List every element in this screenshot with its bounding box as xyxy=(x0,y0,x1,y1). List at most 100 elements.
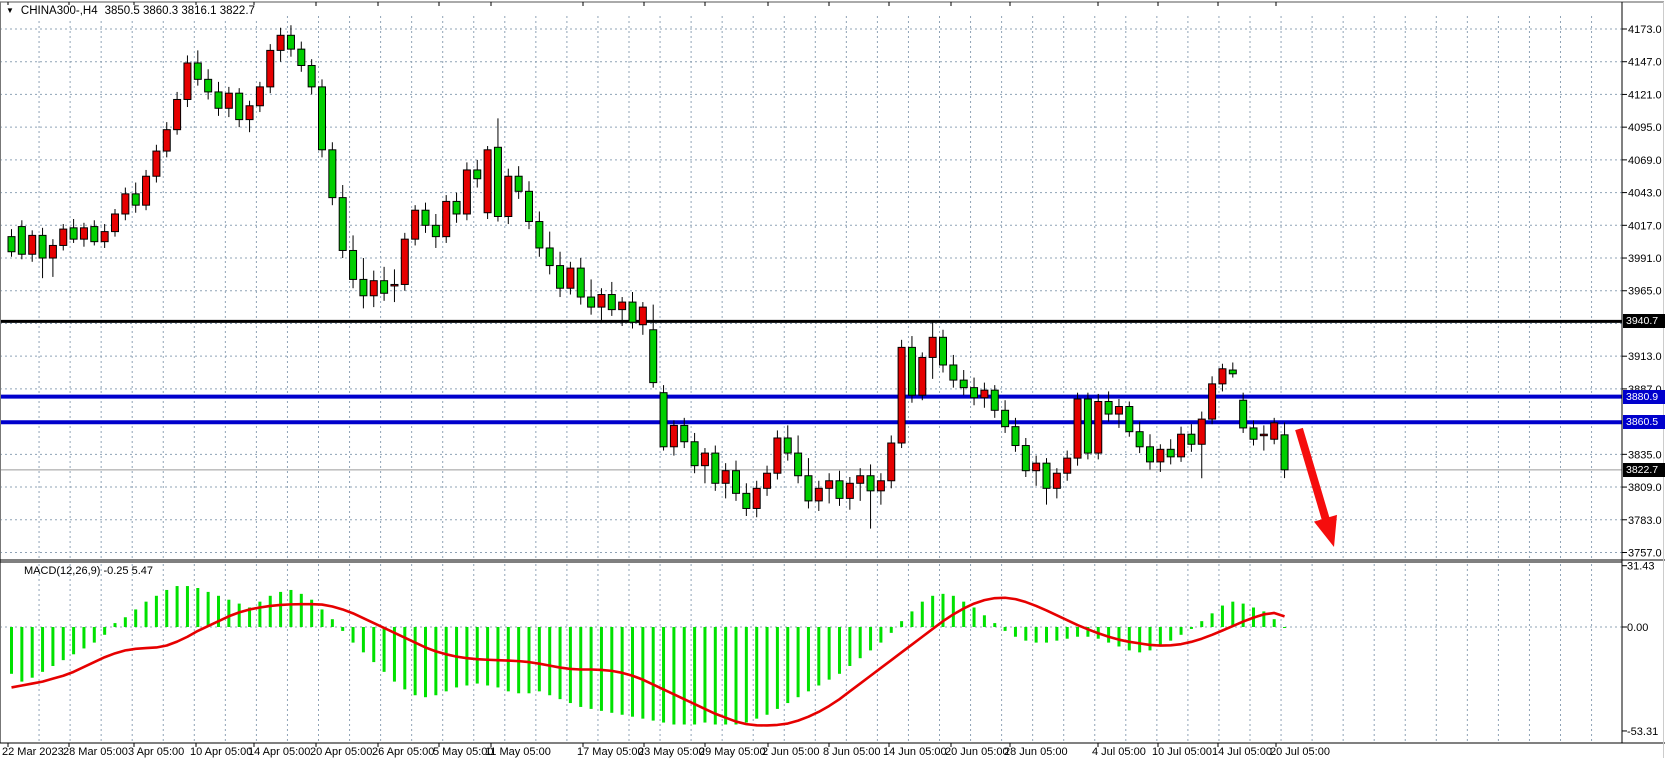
collapse-indicator-icon[interactable]: ▼ xyxy=(6,6,14,15)
macd-bar xyxy=(1169,627,1173,641)
candle-up xyxy=(162,129,171,152)
macd-bar xyxy=(920,601,924,627)
candle-down xyxy=(1001,409,1010,428)
macd-bar xyxy=(982,615,986,627)
time-tick-label: 5 May 05:00 xyxy=(433,746,494,758)
price-tick-label: 3809.0 xyxy=(1628,482,1662,494)
down-arrow-annotation[interactable] xyxy=(1295,427,1337,547)
time-tick-label: 28 Mar 05:00 xyxy=(63,746,128,758)
candle-up xyxy=(266,49,275,88)
candle-down xyxy=(556,265,565,289)
macd-bar xyxy=(279,591,283,627)
macd-bar xyxy=(248,607,252,627)
time-tick-label: 29 May 05:00 xyxy=(699,746,766,758)
candle-down xyxy=(649,329,658,384)
macd-bar xyxy=(1179,627,1183,635)
symbol-period-label: CHINA300-,H4 xyxy=(20,5,98,17)
macd-bar xyxy=(372,627,376,663)
macd-bar xyxy=(144,601,148,627)
candle-down xyxy=(131,193,140,206)
candle-up xyxy=(638,306,647,326)
candle-up xyxy=(897,346,906,444)
macd-bar xyxy=(165,589,169,627)
candle-down xyxy=(690,441,699,467)
candle-down xyxy=(1011,426,1020,447)
macd-bar xyxy=(838,627,841,674)
macd-bar xyxy=(786,627,790,704)
macd-bar xyxy=(506,627,510,692)
macd-bar xyxy=(268,595,272,627)
candle-down xyxy=(349,249,358,280)
chart-title-bar: ▼ CHINA300-,H4 3850.5 3860.3 3816.1 3822… xyxy=(6,5,259,18)
macd-bar xyxy=(537,627,541,692)
time-tick-label: 4 Jul 05:00 xyxy=(1092,746,1146,758)
time-tick-label: 14 Jun 05:00 xyxy=(883,746,947,758)
macd-bar xyxy=(154,595,158,627)
macd-bar xyxy=(217,595,220,627)
macd-bar xyxy=(227,599,231,627)
macd-bar xyxy=(527,627,531,694)
candle-up xyxy=(1063,457,1072,474)
macd-bar xyxy=(72,627,76,655)
candle-up xyxy=(566,267,575,289)
time-tick-label: 20 Jul 05:00 xyxy=(1270,746,1330,758)
macd-bar xyxy=(1107,627,1111,643)
macd-bar xyxy=(1138,627,1142,653)
candle-up xyxy=(28,234,37,255)
candle-up xyxy=(773,437,782,474)
time-tick-label: 26 Apr 05:00 xyxy=(372,746,434,758)
macd-bar xyxy=(962,601,966,627)
macd-bar xyxy=(1055,627,1059,641)
macd-bar xyxy=(51,627,55,666)
candle-up xyxy=(504,175,513,218)
candle-down xyxy=(1280,434,1289,471)
candle-down xyxy=(431,224,440,238)
macd-bar xyxy=(175,586,179,627)
candle-up xyxy=(763,472,772,489)
price-tick-label: 4147.0 xyxy=(1628,57,1662,69)
price-tick-label: 4069.0 xyxy=(1628,155,1662,167)
macd-bar xyxy=(392,627,396,682)
candle-up xyxy=(856,475,865,484)
macd-bar xyxy=(951,595,955,627)
candle-up xyxy=(483,149,492,214)
macd-bar xyxy=(1065,627,1069,639)
macd-bar xyxy=(1231,601,1235,627)
macd-bar xyxy=(486,627,490,686)
candle-up xyxy=(255,86,264,107)
macd-bar xyxy=(289,589,293,627)
candle-up xyxy=(173,98,182,131)
candle-down xyxy=(576,267,585,298)
candle-down xyxy=(535,221,544,249)
macd-bar xyxy=(1127,627,1131,651)
candle-up xyxy=(1114,406,1123,415)
time-tick-label: 14 Jul 05:00 xyxy=(1212,746,1272,758)
macd-bar xyxy=(1241,603,1245,627)
macd-bar xyxy=(775,627,779,709)
macd-bar xyxy=(703,627,707,723)
time-axis[interactable]: 22 Mar 2023 28 Mar 05:00 3 Apr 05:00 10 Apr… xyxy=(2,746,1330,758)
candle-up xyxy=(1197,418,1206,445)
candle-up xyxy=(1073,398,1082,459)
macd-bar xyxy=(817,627,821,686)
candle-down xyxy=(949,364,958,381)
candle-up xyxy=(48,244,57,259)
macd-bar xyxy=(993,623,997,627)
macd-bar xyxy=(82,627,86,649)
macd-bar xyxy=(103,627,107,635)
price-tick-label: 4095.0 xyxy=(1628,122,1662,134)
candle-up xyxy=(928,336,937,358)
macd-bar xyxy=(879,627,883,643)
macd-indicator-label: MACD(12,26,9) -0.25 5.47 xyxy=(24,565,154,577)
macd-bar xyxy=(30,627,34,678)
macd-bar xyxy=(320,609,324,627)
candle-down xyxy=(680,424,689,443)
candle-up xyxy=(462,169,471,215)
macd-bar xyxy=(351,627,355,643)
time-tick-label: 10 Jul 05:00 xyxy=(1152,746,1212,758)
macd-bar xyxy=(900,621,904,627)
macd-bar xyxy=(558,627,562,700)
macd-bar xyxy=(693,627,697,725)
